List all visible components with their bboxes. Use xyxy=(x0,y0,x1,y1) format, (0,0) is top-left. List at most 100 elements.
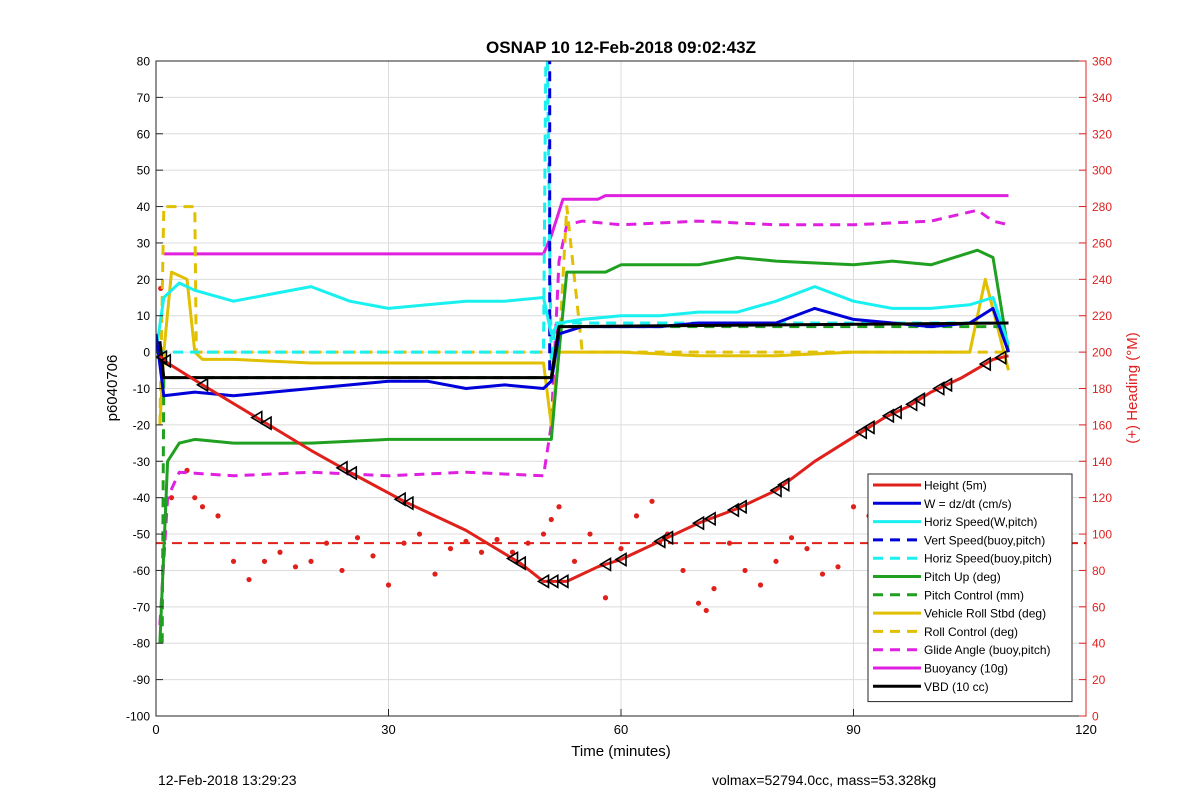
footer-mass-info: volmax=52794.0cc, mass=53.328kg xyxy=(712,772,937,788)
y-tick-label-left: 10 xyxy=(137,309,151,323)
footer-timestamp: 12-Feb-2018 13:29:23 xyxy=(158,772,297,788)
height-marker xyxy=(505,551,519,566)
series-line-roll-control-deg xyxy=(158,205,1009,425)
heading-point xyxy=(703,607,709,614)
heading-point xyxy=(742,567,748,574)
heading-point xyxy=(370,553,376,559)
legend-entry: Glide Angle (buoy,pitch) xyxy=(924,643,1051,657)
y-tick-label-right: 160 xyxy=(1092,418,1112,432)
y-tick-label-right: 20 xyxy=(1092,673,1106,687)
heading-point xyxy=(587,531,593,537)
height-marker xyxy=(250,410,263,426)
y-tick-label-left: 40 xyxy=(137,200,151,214)
heading-point xyxy=(773,558,779,564)
legend-entry: Vert Speed(buoy,pitch) xyxy=(924,533,1045,547)
heading-point xyxy=(432,571,438,577)
height-marker xyxy=(889,404,902,420)
height-marker xyxy=(978,356,992,372)
height-marker xyxy=(556,573,569,589)
heading-point xyxy=(478,549,485,555)
y-tick-label-right: 240 xyxy=(1092,273,1112,287)
series-line-vbd-10-cc xyxy=(158,321,1009,380)
legend-entry: Roll Control (deg) xyxy=(924,625,1018,639)
y-tick-label-left: 60 xyxy=(137,127,151,141)
y-tick-label-left: -40 xyxy=(133,491,151,505)
heading-point xyxy=(680,567,686,574)
x-tick-label: 30 xyxy=(381,722,395,737)
heading-point xyxy=(168,495,175,501)
y-tick-label-right: 100 xyxy=(1092,528,1112,542)
y-tick-label-right: 140 xyxy=(1092,455,1112,469)
height-marker xyxy=(259,415,272,431)
legend-entry: W = dz/dt (cm/s) xyxy=(924,497,1012,511)
height-marker xyxy=(660,530,674,546)
heading-point xyxy=(788,535,795,541)
series-line-vehicle-roll-stbd-deg xyxy=(158,270,1010,427)
heading-point xyxy=(649,498,655,504)
y-tick-label-left: -20 xyxy=(133,418,151,432)
height-marker xyxy=(703,511,716,527)
y-tick-label-left: -70 xyxy=(133,600,151,614)
y-tick-label-left: 20 xyxy=(137,273,151,287)
y-tick-label-left: 80 xyxy=(137,55,151,69)
heading-point xyxy=(401,540,407,546)
heading-point xyxy=(494,536,500,543)
y-tick-label-left: -50 xyxy=(133,528,151,542)
y-tick-label-right: 320 xyxy=(1092,127,1112,141)
heading-point xyxy=(602,595,609,601)
x-axis-label: Time (minutes) xyxy=(571,743,670,760)
heading-point xyxy=(633,513,640,519)
height-marker xyxy=(335,460,348,476)
height-marker xyxy=(854,424,868,440)
y-tick-label-right: 0 xyxy=(1092,710,1099,724)
height-marker xyxy=(769,482,782,498)
series-line-pitch-up-deg xyxy=(158,248,1010,644)
height-marker xyxy=(994,350,1007,365)
heading-point xyxy=(339,567,345,574)
heading-point xyxy=(292,564,299,570)
legend-entry: Vehicle Roll Stbd (deg) xyxy=(924,607,1046,621)
height-marker xyxy=(653,533,666,549)
legend-entry: Pitch Up (deg) xyxy=(924,570,1001,584)
height-marker xyxy=(777,477,790,492)
height-marker xyxy=(912,392,926,407)
height-marker xyxy=(862,419,875,435)
height-marker xyxy=(691,515,705,531)
heading-point xyxy=(711,586,717,592)
height-marker xyxy=(598,556,612,572)
y-tick-label-right: 60 xyxy=(1092,600,1106,614)
series-line-glide-angle-buoy-pitch xyxy=(158,208,1009,626)
height-marker xyxy=(939,377,953,393)
y-tick-label-right: 360 xyxy=(1092,55,1112,69)
height-marker xyxy=(726,502,740,518)
legend-entry: Height (5m) xyxy=(924,479,987,493)
height-marker xyxy=(195,377,209,393)
heading-point xyxy=(819,571,826,577)
height-marker xyxy=(734,499,747,515)
heading-point xyxy=(192,495,198,501)
heading-point xyxy=(246,576,252,583)
height-marker xyxy=(614,552,627,567)
y-tick-label-right: 200 xyxy=(1092,346,1112,360)
heading-point xyxy=(230,558,237,564)
y-tick-label-right: 180 xyxy=(1092,382,1112,396)
heading-point xyxy=(447,546,454,552)
heading-point xyxy=(618,546,624,552)
legend-entry: Horiz Speed(buoy,pitch) xyxy=(924,552,1052,566)
y-tick-label-right: 260 xyxy=(1092,236,1112,250)
heading-point xyxy=(463,538,469,544)
heading-point xyxy=(277,549,283,555)
heading-point xyxy=(548,516,554,523)
height-marker xyxy=(932,381,945,396)
y-axis-label-left: p6040706 xyxy=(104,355,121,422)
y-tick-label-right: 300 xyxy=(1092,164,1112,178)
y-tick-label-left: 30 xyxy=(137,236,151,250)
series-line-horiz-speed-w-pitch xyxy=(156,281,1010,353)
y-tick-label-left: -80 xyxy=(133,637,151,651)
y-tick-label-right: 80 xyxy=(1092,564,1106,578)
height-marker xyxy=(881,408,895,424)
heading-point xyxy=(215,513,221,519)
height-marker xyxy=(401,495,414,511)
x-tick-label: 120 xyxy=(1075,722,1097,737)
